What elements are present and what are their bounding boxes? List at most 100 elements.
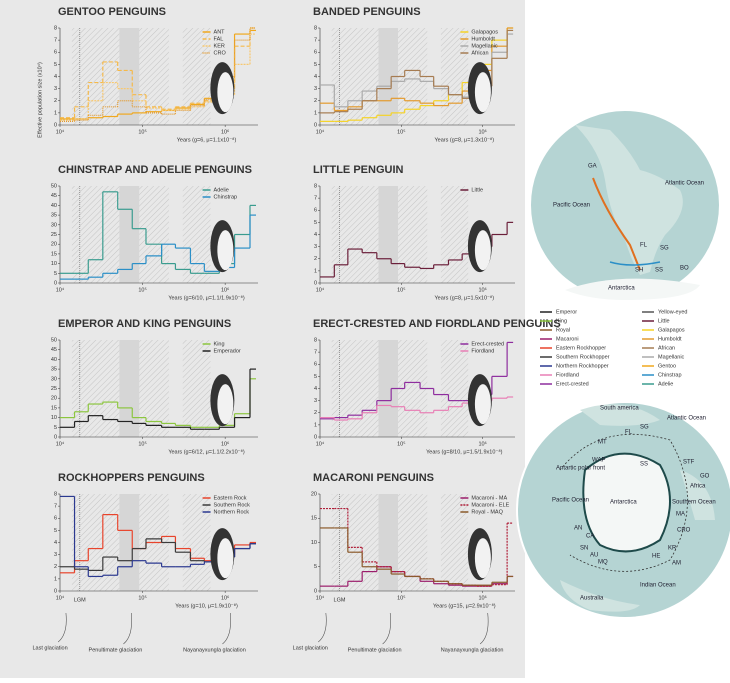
- y-tick-label: 6: [54, 516, 57, 522]
- legend-label: Fiordland: [471, 348, 494, 354]
- y-tick-label: 35: [51, 213, 57, 219]
- species-label: Macaroni: [556, 336, 579, 342]
- x-tick-label: 10⁵: [397, 594, 405, 601]
- glaciation-label: Last glaciation: [33, 645, 68, 651]
- x-tick-label: 10⁶: [221, 286, 229, 293]
- y-tick-label: 25: [51, 232, 57, 238]
- species-label: Magellanic: [658, 354, 685, 360]
- glaciation-band: [182, 186, 211, 283]
- glaciation-label: Penultimate glaciation: [89, 647, 143, 653]
- glaciation-label: Last glaciation: [293, 645, 328, 651]
- y-tick-label: 6: [314, 362, 317, 368]
- map-label: HE: [652, 554, 660, 560]
- x-axis-label: Years (g=8/10, μ=1.5/1.9x10⁻⁸): [426, 448, 503, 455]
- species-label: Southern Rockhopper: [556, 354, 610, 360]
- map-label: Atlantic Ocean: [667, 416, 706, 422]
- series-line: [60, 368, 256, 430]
- y-tick-label: 5: [54, 271, 57, 277]
- x-tick-label: 10⁶: [221, 128, 229, 135]
- legend-label: Eastern Rock: [214, 495, 247, 501]
- map-label: CA: [586, 534, 594, 540]
- y-tick-label: 40: [51, 203, 57, 209]
- y-tick-label: 20: [51, 242, 57, 248]
- map-label: Australia: [580, 596, 604, 602]
- penguin-belly: [474, 72, 491, 113]
- glaciation-band: [440, 494, 469, 591]
- legend-label: Macaroni - ELE: [471, 502, 509, 508]
- glaciation-band: [440, 186, 469, 283]
- legend-label: Southern Rock: [214, 502, 251, 508]
- map-label: FL: [640, 243, 648, 249]
- y-tick-label: 2: [314, 256, 317, 262]
- y-tick-label: 20: [51, 396, 57, 402]
- y-tick-label: 8: [314, 25, 317, 31]
- y-tick-label: 15: [51, 405, 57, 411]
- x-tick-label: 10⁵: [397, 286, 405, 293]
- y-tick-label: 2: [54, 564, 57, 570]
- penguin-belly: [217, 72, 234, 113]
- legend-label: Northern Rock: [214, 509, 250, 515]
- map-label: MA: [676, 512, 685, 518]
- glaciation-band: [331, 186, 379, 283]
- species-label: African: [658, 345, 675, 351]
- x-tick-label: 10⁴: [56, 286, 65, 293]
- y-tick-label: 8: [54, 491, 57, 497]
- y-tick-label: 10: [311, 540, 317, 546]
- map-label: Atlantic Ocean: [665, 181, 704, 187]
- glaciation-arrow: [57, 612, 67, 643]
- series-line: [60, 495, 256, 578]
- y-tick-label: 0: [314, 280, 317, 286]
- x-tick-label: 10⁵: [397, 440, 405, 447]
- y-tick-label: 15: [311, 516, 317, 522]
- y-tick-label: 1: [54, 110, 57, 116]
- glaciation-band: [398, 494, 428, 591]
- legend-label: Magellanic: [471, 43, 498, 49]
- glaciation-band: [182, 340, 211, 437]
- y-tick-label: 8: [314, 337, 317, 343]
- y-tick-label: 3: [54, 552, 57, 558]
- y-tick-label: 2: [314, 410, 317, 416]
- x-tick-label: 10⁴: [316, 594, 325, 601]
- y-tick-label: 0: [54, 280, 57, 286]
- x-tick-label: 10⁶: [221, 594, 229, 601]
- legend-label: CRO: [214, 50, 227, 56]
- map-label: South america: [600, 406, 639, 412]
- glaciation-band: [378, 186, 398, 283]
- glaciation-band: [182, 494, 211, 591]
- series-line: [320, 341, 514, 420]
- x-tick-label: 10⁴: [316, 128, 325, 135]
- x-axis-label: Years (g=6, μ=1.1x10⁻⁸): [177, 136, 237, 143]
- y-tick-label: 10: [51, 261, 57, 267]
- y-tick-label: 5: [314, 62, 317, 68]
- map-label: SS: [655, 268, 663, 274]
- y-tick-label: 35: [51, 367, 57, 373]
- chart-title: EMPEROR AND KING PENGUINS: [58, 318, 231, 330]
- y-tick-label: 0: [314, 122, 317, 128]
- y-tick-label: 5: [54, 425, 57, 431]
- y-tick-label: 7: [314, 350, 317, 356]
- y-axis-label: Effective population size (x10⁴): [36, 62, 43, 138]
- map-label: Antarctica: [610, 500, 637, 506]
- glaciation-band: [119, 340, 140, 437]
- species-label: Eastern Rockhopper: [556, 345, 606, 351]
- y-tick-label: 10: [51, 415, 57, 421]
- map-label: WAP: [592, 458, 605, 464]
- chart-title: ERECT-CRESTED AND FIORDLAND PENGUINS: [313, 318, 561, 330]
- y-tick-label: 0: [54, 122, 57, 128]
- map-label: KR: [668, 546, 677, 552]
- x-axis-label: Years (g=8, μ=1.5x10⁻⁸): [435, 294, 495, 301]
- y-tick-label: 5: [314, 220, 317, 226]
- map-label: Pacific Ocean: [552, 498, 589, 504]
- glaciation-band: [182, 28, 211, 125]
- x-tick-label: 10⁵: [138, 594, 146, 601]
- y-tick-label: 3: [314, 398, 317, 404]
- map-label: Southern Ocean: [672, 500, 716, 506]
- y-tick-label: 1: [314, 110, 317, 116]
- x-axis-label: Years (g=10, μ=1.9x10⁻⁸): [175, 602, 238, 609]
- y-tick-label: 5: [54, 62, 57, 68]
- species-label: King: [556, 318, 567, 324]
- x-tick-label: 10⁴: [316, 286, 325, 293]
- legend-label: ANT: [214, 29, 226, 35]
- glaciation-arrow: [479, 612, 489, 645]
- y-tick-label: 7: [54, 38, 57, 44]
